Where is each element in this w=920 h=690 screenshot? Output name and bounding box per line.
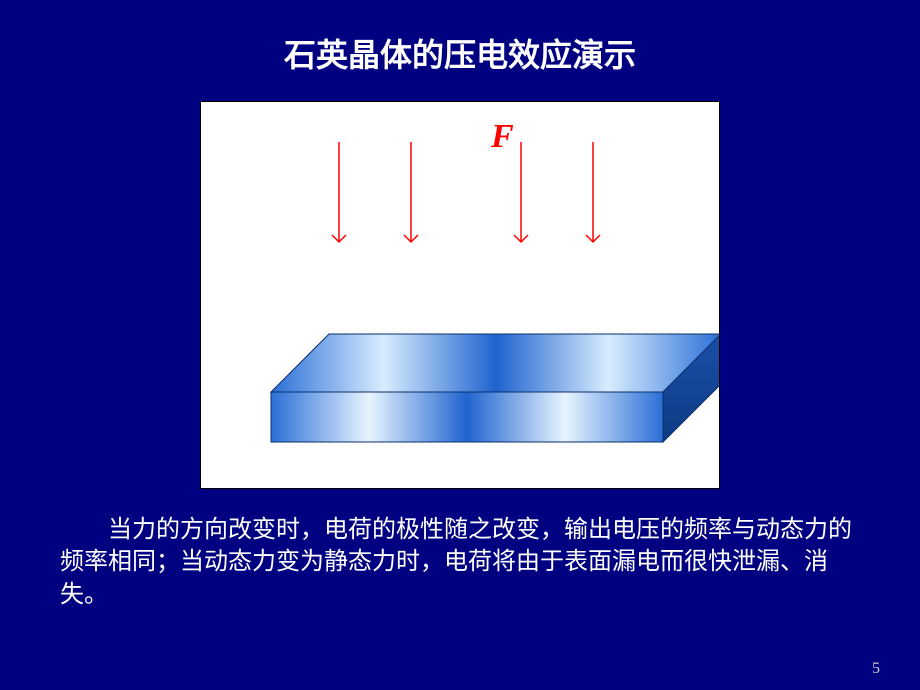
force-arrow-4 — [583, 142, 603, 252]
force-arrow-3 — [511, 142, 531, 252]
diagram-container: F — [200, 101, 720, 489]
crystal-slab — [269, 332, 720, 444]
page-number: 5 — [872, 660, 880, 678]
description-text: 当力的方向改变时，电荷的极性随之改变，输出电压的频率与动态力的频率相同；当动态力… — [0, 489, 920, 611]
force-arrow-2 — [401, 142, 421, 252]
slide-title: 石英晶体的压电效应演示 — [0, 0, 920, 101]
force-arrow-1 — [329, 142, 349, 252]
